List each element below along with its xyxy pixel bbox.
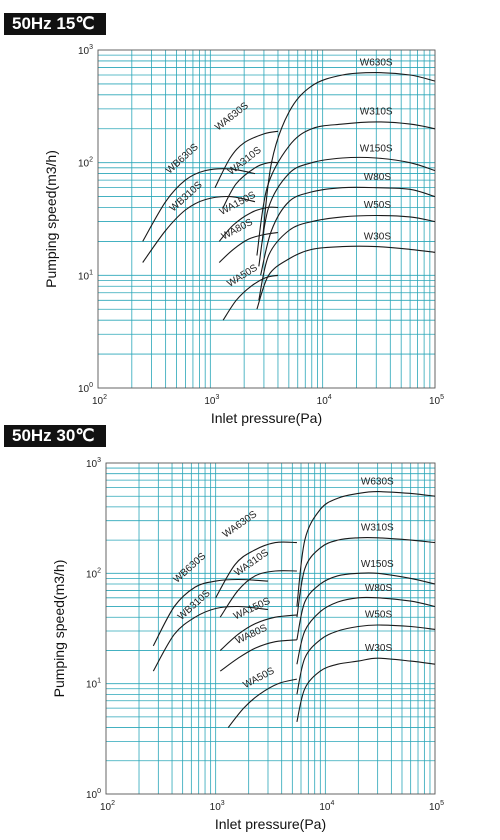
series-line-w50s (258, 214, 436, 301)
y-tick-label: 103 (78, 44, 93, 57)
series-line-w150s (296, 572, 436, 640)
x-tick-label: 104 (319, 800, 334, 813)
y-axis-label: Pumping speed(m3/h) (43, 150, 59, 288)
series-label-w310s: W310S (361, 523, 394, 534)
series-label-w630s: W630S (361, 476, 394, 487)
series-label-wb630s: WB630S (172, 551, 209, 586)
series-line-wb630s (142, 168, 256, 242)
series-line-w310s (296, 536, 436, 618)
series-line-w50s (296, 624, 436, 695)
x-tick-label: 105 (429, 800, 444, 813)
series-line-wa50s (227, 678, 298, 728)
series-line-wb310s (152, 605, 269, 672)
series-line-wb310s (142, 195, 256, 263)
x-tick-label: 105 (429, 394, 444, 407)
series-label-w80s: W80S (364, 172, 392, 183)
x-tick-label: 103 (210, 800, 225, 813)
chart-title-badge: 50Hz 15℃ (4, 13, 107, 35)
x-tick-label: 104 (317, 394, 332, 407)
series-line-wa150s (219, 614, 297, 651)
series-label-wa150s: WA150S (218, 190, 258, 218)
x-tick-label: 103 (204, 394, 219, 407)
series-line-wa80s (218, 231, 279, 263)
y-tick-label: 103 (86, 457, 101, 470)
y-tick-label: 102 (78, 157, 93, 170)
series-label-w30s: W30S (364, 232, 392, 243)
series-line-w30s (256, 245, 436, 310)
x-axis-label: Inlet pressure(Pa) (211, 410, 322, 426)
series-label-w50s: W50S (365, 610, 393, 621)
series-label-wa80s: WA80S (234, 623, 269, 647)
series-line-w80s (296, 596, 436, 665)
series-label-wb630s: WB630S (164, 142, 201, 177)
series-label-wa630s: WA630S (221, 509, 260, 541)
series-label-w150s: W150S (360, 144, 393, 155)
series-line-wa630s (214, 130, 279, 188)
series-line-w310s (256, 121, 436, 256)
y-tick-label: 101 (86, 678, 101, 691)
x-axis-label: Inlet pressure(Pa) (215, 816, 326, 832)
series-label-w30s: W30S (365, 643, 393, 654)
series-label-w630s: W630S (360, 57, 393, 68)
series-label-w310s: W310S (360, 107, 393, 118)
series-line-wa630s (215, 541, 297, 599)
series-line-wa50s (222, 274, 279, 321)
y-tick-label: 102 (86, 567, 101, 580)
series-line-wa310s (222, 161, 279, 208)
series-label-w50s: W50S (364, 200, 392, 211)
pumping-speed-chart-30c: 102 103 104 105 100 101 102 103 Inlet pressure(P… (51, 457, 444, 832)
series-line-w30s (296, 657, 436, 723)
series-line-w630s (296, 491, 436, 607)
plot-frame (105, 462, 436, 795)
y-axis-label: Pumping speed(m3/h) (51, 560, 67, 698)
series-label-wa50s: WA50S (225, 262, 260, 289)
x-tick-label: 102 (100, 800, 115, 813)
chart-title-badge: 50Hz 30℃ (4, 425, 107, 447)
series-line-wa80s (219, 639, 297, 672)
series-line-wb630s (152, 578, 269, 647)
y-tick-label: 100 (78, 382, 93, 395)
x-tick-label: 102 (92, 394, 107, 407)
series-label-wa310s: WA310S (226, 145, 264, 178)
series-line-w80s (260, 186, 436, 276)
series-label-wa630s: WA630S (213, 100, 251, 133)
y-tick-label: 101 (78, 269, 93, 282)
plot-frame (97, 49, 436, 389)
series-line-wa310s (219, 570, 297, 618)
y-tick-label: 100 (86, 788, 101, 801)
pumping-speed-chart-15c: 102 103 104 105 100 101 102 103 Inlet pressure(P… (43, 44, 444, 426)
series-line-wa150s (218, 206, 279, 242)
series-label-w80s: W80S (365, 583, 393, 594)
series-line-w150s (258, 156, 436, 267)
series-label-w150s: W150S (361, 559, 394, 570)
